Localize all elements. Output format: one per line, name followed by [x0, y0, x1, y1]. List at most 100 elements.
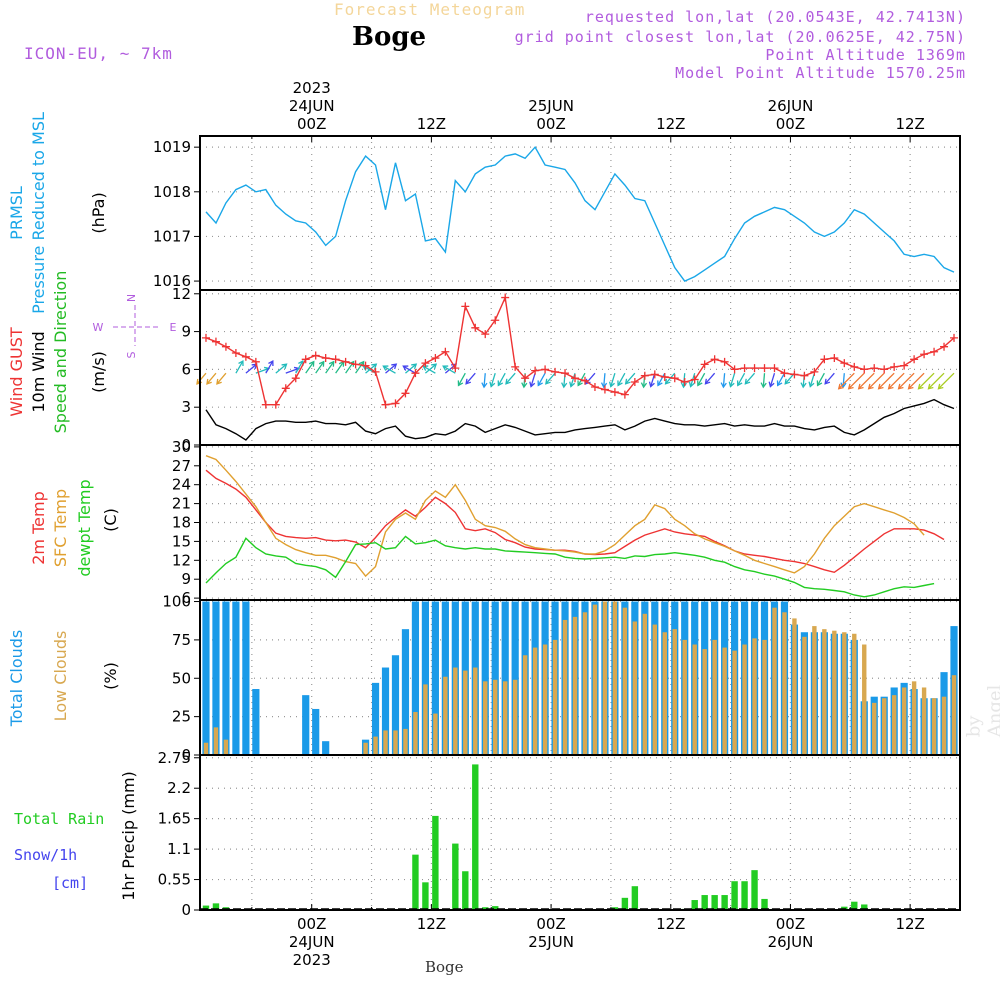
precip-bar: [432, 815, 439, 910]
cloud-bar-low: [872, 702, 877, 755]
precip-bar: [631, 886, 639, 910]
gust-marker: [600, 385, 609, 394]
wind-direction-arrow: [530, 372, 536, 387]
wind-arrow-head: [505, 378, 511, 385]
y-tick-label: 50: [172, 669, 191, 687]
y-tick-label: 0: [181, 746, 191, 764]
cloud-bar-low: [622, 607, 628, 755]
gust-marker: [940, 342, 949, 351]
wind-direction-arrow: [483, 373, 486, 388]
label-hpa: (hPa): [89, 192, 108, 233]
wind-arrow-head: [784, 378, 791, 385]
y-tick-label: 3: [181, 398, 191, 416]
gust-marker: [361, 361, 370, 370]
cloud-bar-low: [403, 728, 408, 755]
cloud-bar-low: [532, 647, 538, 755]
gust-marker: [750, 364, 759, 373]
wind-arrow-head: [328, 360, 335, 367]
wind-direction-arrow: [402, 365, 416, 374]
wind-arrow-head: [561, 382, 568, 389]
model-point-altitude: Model Point Altitude 1570.25m: [675, 64, 966, 82]
wind-arrow-head: [897, 383, 904, 390]
wind-direction-arrow: [657, 372, 666, 386]
cloud-bar-low: [542, 644, 548, 755]
precip-bar: [482, 907, 489, 910]
wind-arrow-head: [402, 365, 409, 371]
gust-marker: [630, 377, 639, 386]
cloud-bar-total: [312, 708, 320, 755]
wind-arrow-head: [382, 365, 389, 371]
wind-arrow-head: [847, 383, 854, 390]
wind-arrow-head: [497, 380, 504, 387]
time-label-top: 00Z: [297, 115, 326, 133]
gust-marker: [740, 364, 749, 373]
time-label-bottom: 26JUN: [768, 933, 814, 951]
wind-direction-arrow: [355, 361, 365, 374]
precip-bar: [212, 903, 220, 910]
time-label-bottom: 25JUN: [528, 933, 574, 951]
gust-marker: [291, 374, 300, 383]
wind-arrow-head: [887, 383, 894, 390]
gust-marker: [810, 367, 819, 376]
cloud-bar-low: [672, 629, 677, 755]
y-tick-label: 1.1: [167, 840, 191, 858]
wind-arrow-head: [545, 378, 551, 385]
wind-direction-arrow: [295, 360, 304, 374]
time-label-top: 12Z: [895, 115, 924, 133]
cloud-bar-low: [881, 698, 887, 755]
gust-marker: [561, 369, 570, 378]
y-tick-label: 30: [172, 438, 191, 456]
series-line-sfc-temp: [205, 455, 925, 578]
gust-marker: [321, 354, 330, 363]
wind-direction-arrow: [490, 372, 496, 387]
cloud-bar-low: [373, 736, 378, 755]
cloud-bar-total: [391, 655, 400, 755]
wind-direction-arrow: [769, 372, 776, 387]
gust-marker: [271, 400, 280, 409]
y-tick-label: 100: [162, 593, 191, 611]
wind-arrow-head: [744, 378, 751, 385]
wind-arrow-head: [371, 363, 378, 370]
wind-arrow-head: [808, 381, 815, 388]
gust-marker: [870, 364, 879, 373]
wind-arrow-head: [816, 380, 823, 387]
wind-arrow-head: [824, 378, 831, 385]
wind-direction-arrow: [235, 360, 244, 374]
gust-marker: [351, 360, 360, 369]
cloud-bar-low: [792, 618, 797, 755]
cloud-bar-low: [213, 727, 219, 755]
series-line-wind-gust: [205, 295, 955, 406]
wind-direction-arrow: [537, 372, 546, 386]
wind-arrow-head: [877, 383, 884, 390]
label-ms: (m/s): [89, 351, 108, 393]
cloud-bar-total: [252, 689, 260, 755]
wind-direction-arrow: [285, 367, 300, 374]
time-label-top: 2023: [293, 79, 331, 97]
wind-direction-arrow: [888, 372, 905, 390]
wind-direction-arrow: [335, 361, 345, 374]
precip-bar: [422, 882, 429, 910]
y-tick-label: 25: [172, 708, 191, 726]
y-tick-label: 15: [172, 532, 191, 550]
compass-e: E: [170, 321, 177, 334]
series-line-10m-wind: [205, 398, 955, 441]
cloud-bar-total: [242, 601, 250, 755]
wind-arrow-head: [867, 383, 874, 390]
y-tick-label: 0: [181, 901, 191, 919]
cloud-bar-low: [223, 739, 229, 755]
wind-direction-arrow: [729, 372, 736, 387]
y-tick-label: 6: [181, 589, 191, 607]
cloud-bar-total: [322, 741, 330, 755]
y-tick-label: 1.65: [158, 810, 191, 828]
gust-marker: [471, 323, 480, 332]
gust-marker: [900, 361, 909, 370]
wind-arrow-head: [857, 383, 864, 390]
wind-arrow-head: [617, 380, 623, 387]
wind-direction-arrow: [245, 363, 258, 374]
time-label-top: 25JUN: [528, 97, 574, 115]
wind-arrow-head: [640, 382, 648, 389]
y-tick-label: 2.75: [158, 749, 191, 767]
wind-arrow-head: [608, 381, 615, 388]
gust-marker: [680, 377, 689, 386]
cloud-bar-low: [582, 612, 588, 755]
